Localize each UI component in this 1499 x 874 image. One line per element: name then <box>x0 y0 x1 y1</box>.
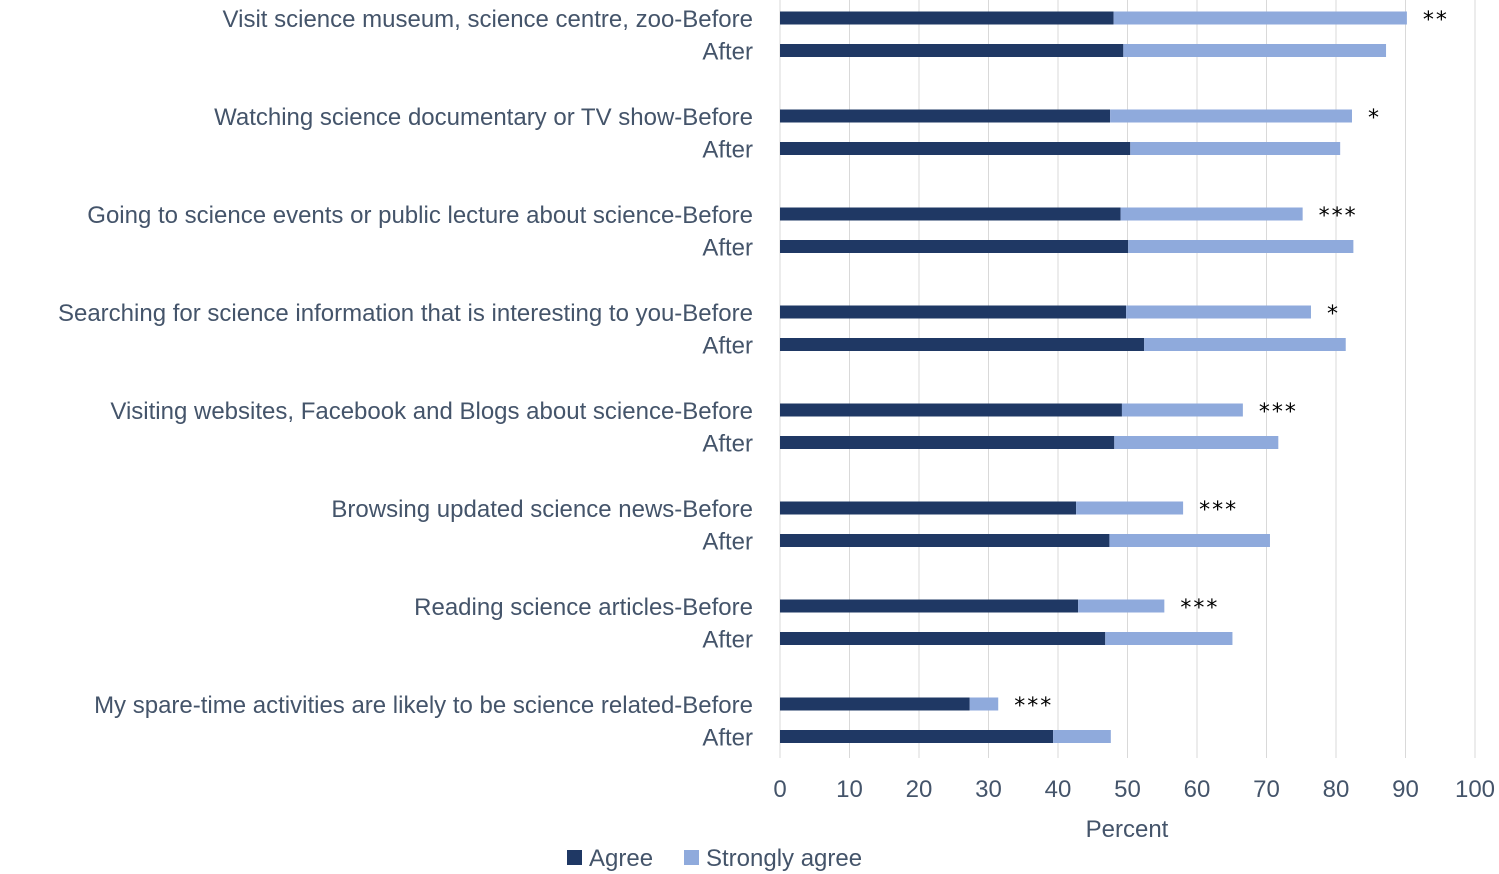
bar-agree <box>780 501 1077 515</box>
x-axis-title: Percent <box>1086 816 1169 843</box>
bar-strongly-agree <box>1128 240 1354 253</box>
significance-marker: * <box>1327 302 1340 327</box>
category-label: After <box>702 431 753 458</box>
category-label: Going to science events or public lectur… <box>87 202 753 229</box>
bar-strongly-agree <box>1113 11 1407 25</box>
bar-agree <box>780 338 1145 351</box>
bar-strongly-agree <box>1053 730 1111 743</box>
bar-strongly-agree <box>1120 207 1303 221</box>
category-label: After <box>702 725 753 752</box>
bar-agree <box>780 436 1115 449</box>
bar-agree <box>780 44 1124 57</box>
significance-marker: *** <box>1199 498 1238 523</box>
category-label: My spare-time activities are likely to b… <box>94 692 753 719</box>
bar-strongly-agree <box>1126 305 1311 319</box>
bar-strongly-agree <box>969 697 999 711</box>
legend-swatch-agree <box>567 850 582 865</box>
category-label: Visit science museum, science centre, zo… <box>223 6 753 33</box>
bars <box>780 11 1407 743</box>
bar-strongly-agree <box>1078 599 1165 613</box>
bar-agree <box>780 534 1110 547</box>
x-tick-label: 40 <box>1045 776 1072 803</box>
category-label: Visiting websites, Facebook and Blogs ab… <box>110 398 753 425</box>
x-tick-label: 20 <box>906 776 933 803</box>
x-tick-label: 10 <box>836 776 863 803</box>
category-label: Reading science articles-Before <box>414 594 753 621</box>
bar-strongly-agree <box>1114 436 1279 449</box>
bar-agree <box>780 207 1121 221</box>
category-label: After <box>702 333 753 360</box>
category-label: After <box>702 39 753 66</box>
x-tick-label: 100 <box>1455 776 1495 803</box>
bar-agree <box>780 142 1131 155</box>
bar-agree <box>780 599 1079 613</box>
legend-label-strongly-agree: Strongly agree <box>706 845 862 872</box>
x-tick-label: 30 <box>975 776 1002 803</box>
bar-agree <box>780 403 1122 417</box>
legend-swatch-strongly-agree <box>684 850 699 865</box>
bar-agree <box>780 632 1106 645</box>
x-tick-label: 0 <box>773 776 786 803</box>
category-labels: Visit science museum, science centre, zo… <box>58 6 753 752</box>
category-label: After <box>702 137 753 164</box>
x-tick-label: 70 <box>1253 776 1280 803</box>
x-axis-tick-labels: 0 10 20 30 40 50 60 70 80 90 100 <box>773 776 1495 803</box>
bar-strongly-agree <box>1123 44 1387 57</box>
significance-marker: * <box>1368 106 1381 131</box>
significance-marker: *** <box>1180 596 1219 621</box>
significance-annotations: ******************* <box>1014 8 1449 719</box>
significance-marker: *** <box>1319 204 1358 229</box>
category-label: Browsing updated science news-Before <box>331 496 753 523</box>
category-label: After <box>702 235 753 262</box>
x-tick-label: 50 <box>1114 776 1141 803</box>
legend: Agree Strongly agree <box>567 845 862 872</box>
bar-strongly-agree <box>1109 534 1270 547</box>
bar-agree <box>780 240 1129 253</box>
category-label: Searching for science information that i… <box>58 300 753 327</box>
bar-agree <box>780 730 1054 743</box>
bar-agree <box>780 109 1111 123</box>
bar-strongly-agree <box>1110 109 1352 123</box>
bar-strongly-agree <box>1144 338 1346 351</box>
bar-agree <box>780 305 1127 319</box>
bar-strongly-agree <box>1130 142 1341 155</box>
x-tick-label: 80 <box>1323 776 1350 803</box>
significance-marker: *** <box>1014 694 1053 719</box>
legend-label-agree: Agree <box>589 845 653 872</box>
gridlines <box>779 0 1476 758</box>
x-tick-label: 90 <box>1392 776 1419 803</box>
significance-marker: ** <box>1423 8 1449 33</box>
category-label: Watching science documentary or TV show-… <box>214 104 753 131</box>
category-label: After <box>702 529 753 556</box>
significance-marker: *** <box>1259 400 1298 425</box>
x-tick-label: 60 <box>1184 776 1211 803</box>
bar-strongly-agree <box>1076 501 1184 515</box>
bar-agree <box>780 11 1114 25</box>
bar-agree <box>780 697 970 711</box>
bar-strongly-agree <box>1105 632 1233 645</box>
category-label: After <box>702 627 753 654</box>
bar-strongly-agree <box>1121 403 1243 417</box>
